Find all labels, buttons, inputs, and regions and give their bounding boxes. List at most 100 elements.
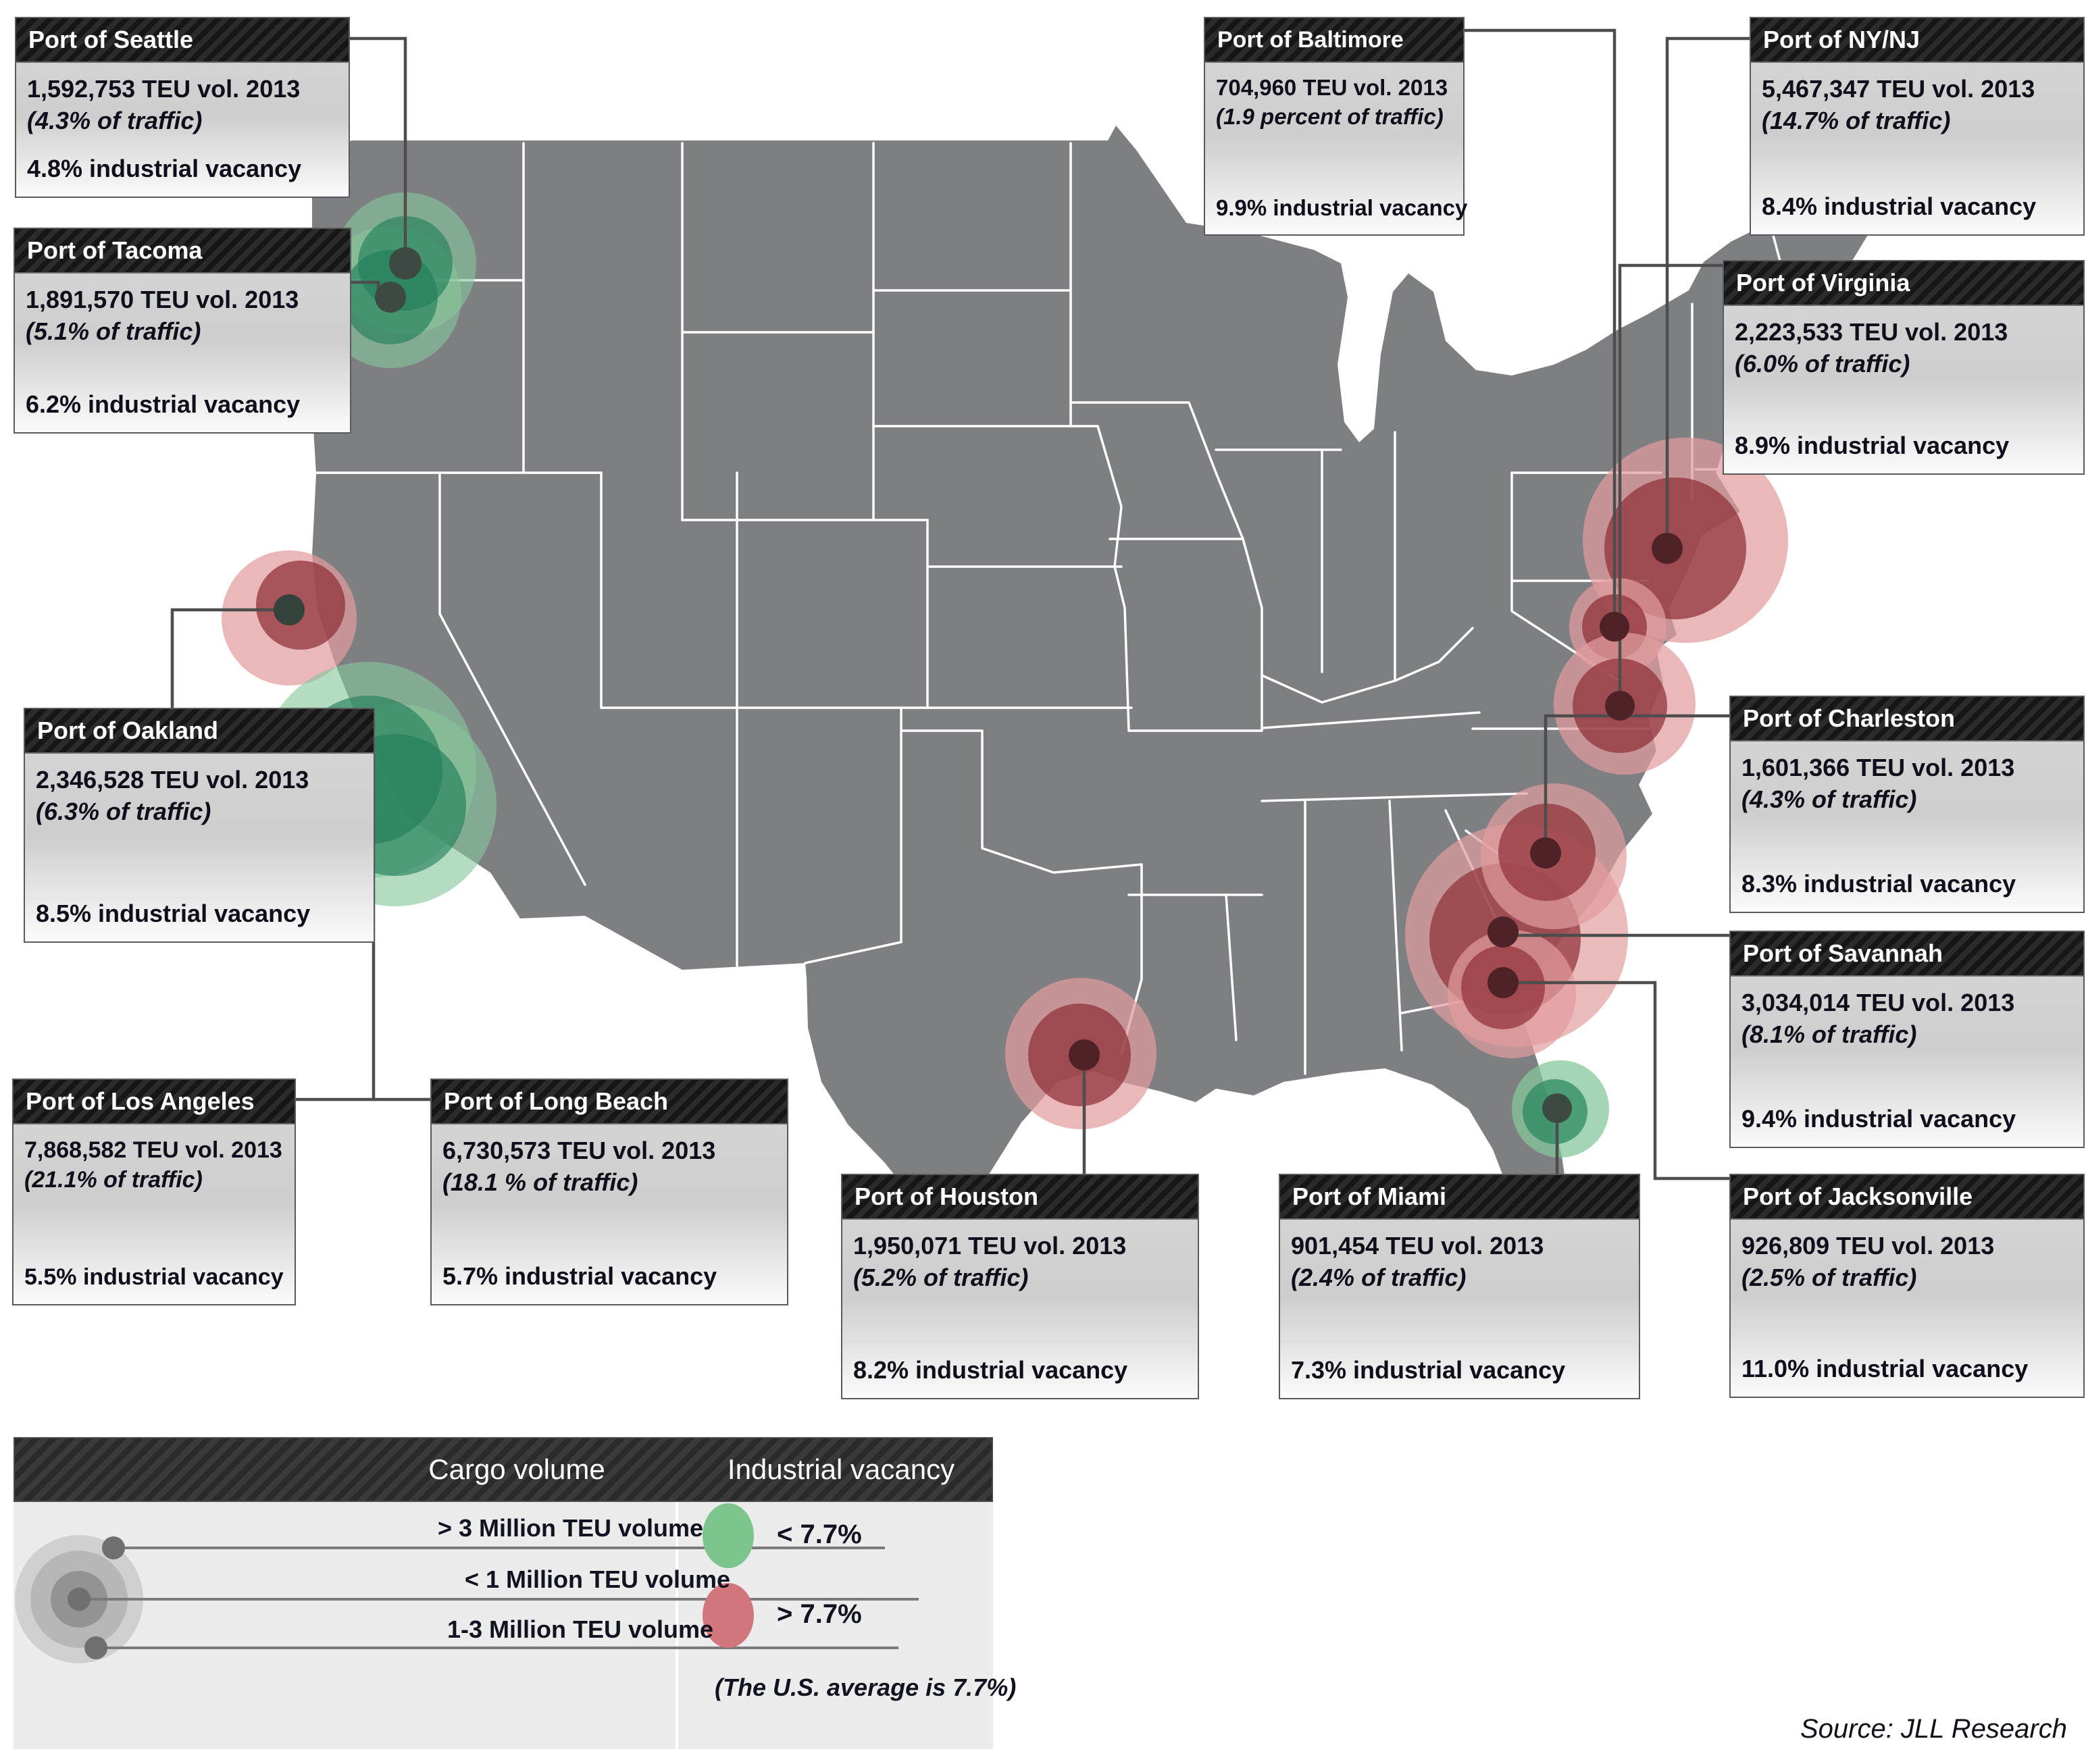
legend-label-over-3m: > 3 Million TEU volume — [438, 1514, 704, 1542]
port-traffic: (6.0% of traffic) — [1735, 349, 1910, 378]
port-callout-miami: Port of Miami 901,454 TEU vol. 2013 (2.4… — [1279, 1174, 1640, 1399]
port-vacancy: 8.5% industrial vacancy — [36, 900, 311, 927]
port-teu: 6,730,573 TEU vol. 2013 — [442, 1137, 716, 1164]
bubble-savannah — [1405, 824, 1628, 1047]
port-dots — [274, 247, 1683, 1123]
port-traffic: (4.3% of traffic) — [27, 106, 203, 134]
port-title: Port of Jacksonville — [1731, 1175, 2083, 1220]
port-vacancy: 7.3% industrial vacancy — [1291, 1356, 1566, 1384]
legend-label-high-vacancy: > 7.7% — [777, 1599, 862, 1629]
port-title: Port of Long Beach — [432, 1080, 787, 1124]
port-callout-oakland: Port of Oakland 2,346,528 TEU vol. 2013 … — [24, 708, 375, 943]
port-dot-ny-nj — [1652, 533, 1683, 564]
port-title: Port of Savannah — [1731, 932, 2083, 977]
port-vacancy: 5.5% industrial vacancy — [24, 1264, 284, 1290]
port-vacancy: 6.2% industrial vacancy — [26, 390, 301, 418]
port-teu: 3,034,014 TEU vol. 2013 — [1741, 989, 2015, 1016]
legend-header-bar — [14, 1437, 993, 1502]
port-traffic: (21.1% of traffic) — [24, 1167, 203, 1193]
port-vacancy: 9.9% industrial vacancy — [1216, 195, 1468, 220]
port-vacancy: 8.9% industrial vacancy — [1735, 432, 2010, 459]
legend-title-industrial-vacancy: Industrial vacancy — [727, 1453, 955, 1485]
port-teu: 5,467,347 TEU vol. 2013 — [1762, 75, 2035, 103]
port-callout-los-angeles: Port of Los Angeles 7,868,582 TEU vol. 2… — [12, 1079, 296, 1305]
port-dot-seattle — [389, 247, 422, 280]
port-dot-houston — [1069, 1039, 1100, 1070]
bubble-miami — [1512, 1060, 1609, 1158]
leader-oakland — [170, 608, 289, 708]
bubble-virginia — [1554, 633, 1696, 775]
port-traffic: (14.7% of traffic) — [1762, 106, 1951, 134]
port-title: Port of NY/NJ — [1751, 18, 2083, 63]
leader-lines — [170, 28, 1750, 1181]
port-teu: 1,891,570 TEU vol. 2013 — [26, 286, 299, 313]
port-traffic: (5.2% of traffic) — [853, 1263, 1029, 1291]
port-vacancy: 4.8% industrial vacancy — [27, 155, 302, 182]
port-callout-baltimore: Port of Baltimore 704,960 TEU vol. 2013 … — [1204, 17, 1468, 236]
leader-virginia — [1618, 263, 1723, 706]
leader-jacksonville — [1503, 981, 1729, 1181]
port-traffic: (2.4% of traffic) — [1291, 1263, 1467, 1291]
port-dot-baltimore — [1600, 612, 1629, 642]
port-callout-long-beach: Port of Long Beach 6,730,573 TEU vol. 20… — [430, 1079, 788, 1305]
port-title: Port of Seattle — [16, 18, 349, 63]
port-traffic: (4.3% of traffic) — [1741, 785, 1917, 813]
port-title: Port of Oakland — [25, 709, 374, 754]
port-dot-tacoma — [375, 282, 406, 313]
bubble-houston — [1005, 978, 1156, 1129]
port-vacancy: 8.4% industrial vacancy — [1762, 192, 2037, 220]
port-teu: 7,868,582 TEU vol. 2013 — [24, 1137, 282, 1163]
port-teu: 1,601,366 TEU vol. 2013 — [1741, 754, 2015, 781]
port-title: Port of Houston — [842, 1175, 1198, 1220]
legend: Cargo volume Industrial vacancy — [14, 1437, 993, 1749]
port-vacancy: 5.7% industrial vacancy — [442, 1262, 717, 1290]
port-traffic: (5.1% of traffic) — [26, 317, 201, 345]
bubble-oakland — [222, 550, 357, 685]
legend-label-1-3m: 1-3 Million TEU volume — [447, 1615, 714, 1643]
port-title: Port of Los Angeles — [14, 1080, 295, 1124]
port-title: Port of Tacoma — [15, 229, 350, 274]
port-traffic: (1.9 percent of traffic) — [1216, 103, 1444, 129]
port-traffic: (18.1 % of traffic) — [442, 1168, 638, 1196]
leader-charleston — [1544, 714, 1729, 853]
port-traffic: (2.5% of traffic) — [1741, 1263, 1917, 1291]
port-title: Port of Virginia — [1724, 261, 2083, 306]
port-dot-oakland — [274, 594, 305, 625]
legend-divider — [676, 1502, 678, 1749]
port-teu: 1,592,753 TEU vol. 2013 — [27, 75, 301, 103]
legend-title-cargo-volume: Cargo volume — [428, 1453, 605, 1485]
port-callout-savannah: Port of Savannah 3,034,014 TEU vol. 2013… — [1729, 931, 2085, 1148]
port-callout-ny-nj: Port of NY/NJ 5,467,347 TEU vol. 2013 (1… — [1750, 17, 2085, 236]
port-vacancy: 8.2% industrial vacancy — [853, 1356, 1128, 1384]
legend-note-us-average: (The U.S. average is 7.7%) — [715, 1674, 1017, 1701]
port-dot-miami — [1542, 1093, 1572, 1123]
legend-label-low-vacancy: < 7.7% — [777, 1520, 862, 1549]
port-callout-virginia: Port of Virginia 2,223,533 TEU vol. 2013… — [1723, 260, 2085, 475]
port-callout-charleston: Port of Charleston 1,601,366 TEU vol. 20… — [1729, 696, 2085, 913]
bubble-charleston — [1481, 783, 1627, 929]
port-teu: 926,809 TEU vol. 2013 — [1741, 1232, 1995, 1260]
port-title: Port of Baltimore — [1205, 18, 1463, 63]
state-borders — [313, 142, 1798, 1075]
bubble-jacksonville — [1448, 930, 1576, 1058]
legend-body — [14, 1502, 993, 1749]
port-dot-jacksonville — [1487, 967, 1519, 998]
port-teu: 901,454 TEU vol. 2013 — [1291, 1232, 1544, 1260]
port-dot-virginia — [1605, 691, 1635, 721]
port-traffic: (8.1% of traffic) — [1741, 1020, 1917, 1048]
leader-baltimore — [1464, 28, 1617, 627]
bubble-baltimore — [1569, 578, 1667, 675]
port-title: Port of Miami — [1280, 1175, 1639, 1220]
port-vacancy: 8.3% industrial vacancy — [1741, 870, 2016, 898]
port-callout-tacoma: Port of Tacoma 1,891,570 TEU vol. 2013 (… — [14, 228, 351, 434]
port-teu: 1,950,071 TEU vol. 2013 — [853, 1232, 1127, 1260]
port-teu: 704,960 TEU vol. 2013 — [1216, 75, 1448, 100]
port-teu: 2,346,528 TEU vol. 2013 — [36, 766, 309, 794]
port-title: Port of Charleston — [1731, 697, 2083, 742]
port-callout-houston: Port of Houston 1,950,071 TEU vol. 2013 … — [841, 1174, 1199, 1399]
port-dot-charleston — [1530, 837, 1561, 868]
port-vacancy: 11.0% industrial vacancy — [1741, 1355, 2029, 1382]
port-teu: 2,223,533 TEU vol. 2013 — [1735, 318, 2008, 346]
leader-tacoma — [351, 280, 390, 299]
